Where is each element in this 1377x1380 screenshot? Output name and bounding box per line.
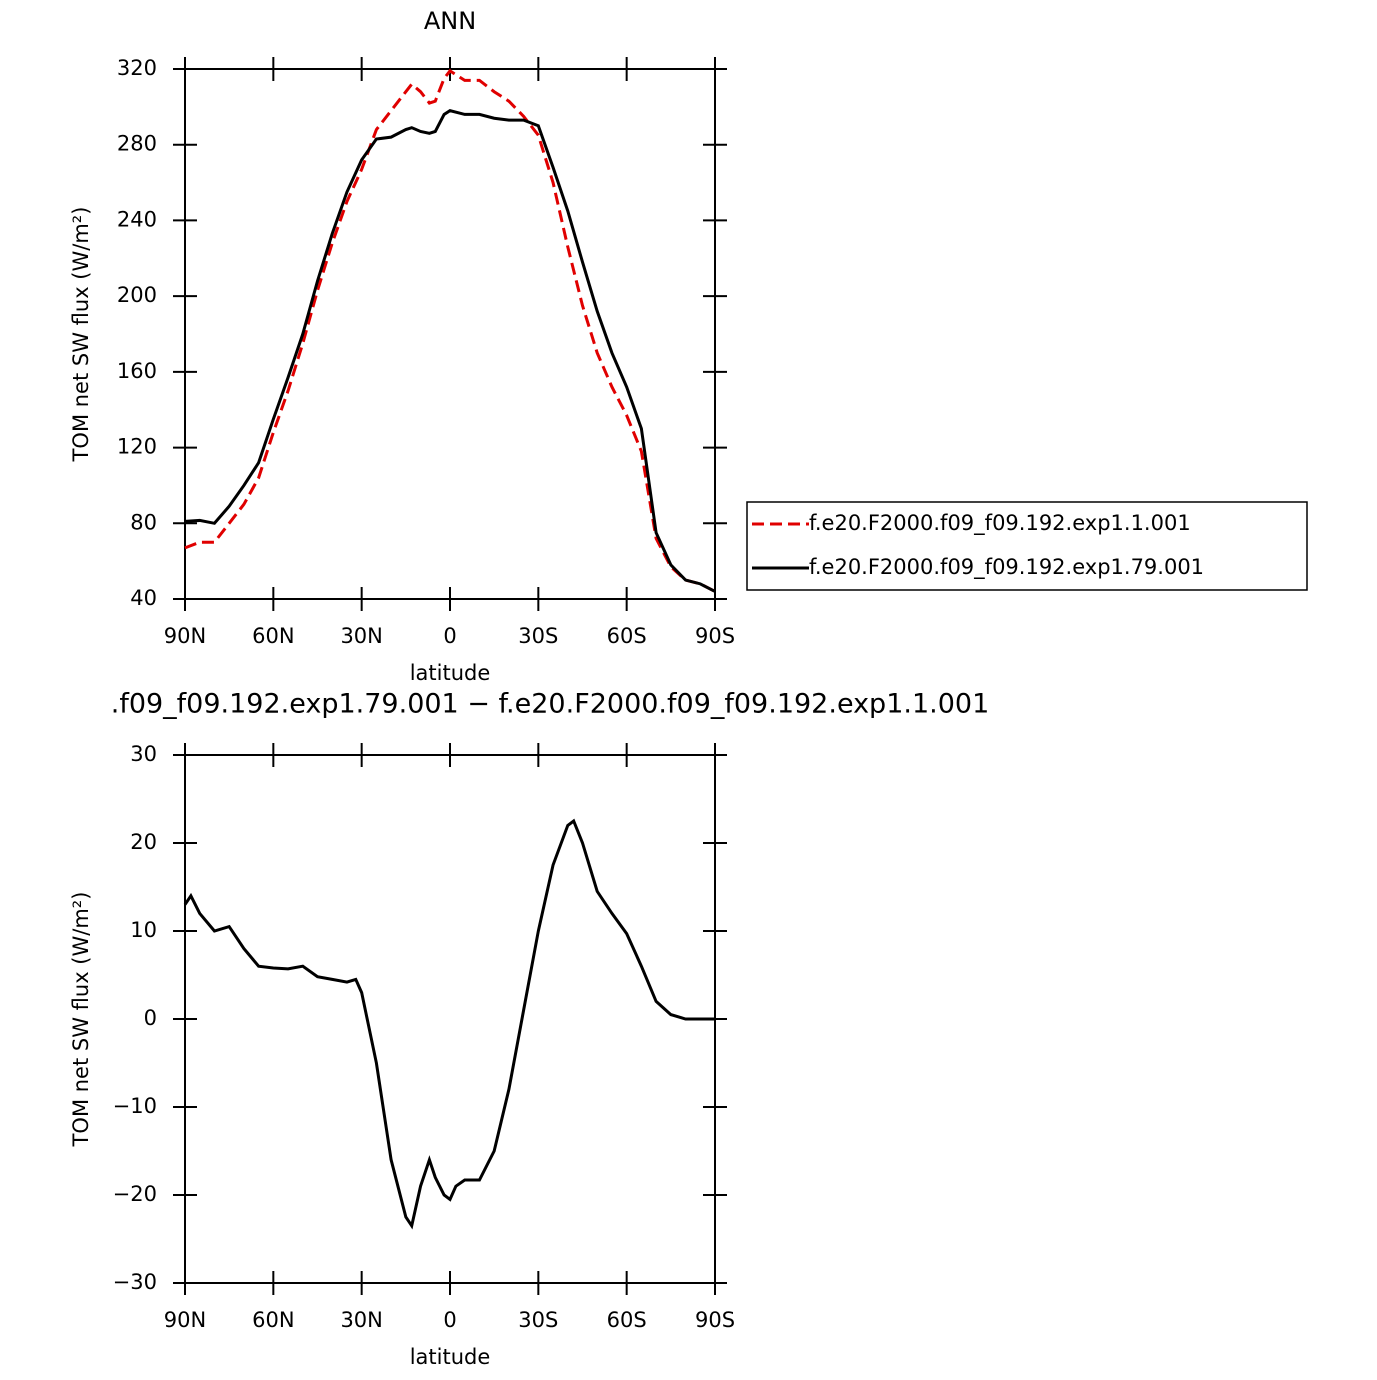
y-tick-label: 280 bbox=[117, 132, 157, 156]
x-tick-label: 30S bbox=[518, 1308, 558, 1332]
x-tick-label: 30N bbox=[340, 1308, 382, 1332]
y-tick-label: 30 bbox=[130, 742, 157, 766]
y-tick-label: 0 bbox=[144, 1006, 157, 1030]
y-tick-label: −20 bbox=[113, 1182, 157, 1206]
y-tick-label: 320 bbox=[117, 56, 157, 80]
x-tick-label: 90S bbox=[695, 1308, 735, 1332]
x-tick-label: 60N bbox=[252, 624, 294, 648]
y-tick-label: 200 bbox=[117, 283, 157, 307]
y-tick-label: 80 bbox=[130, 510, 157, 534]
chart-title: .f09_f09.192.exp1.79.001 − f.e20.F2000.f… bbox=[111, 689, 990, 720]
chart-title: ANN bbox=[424, 7, 476, 35]
y-axis-label: TOM net SW flux (W/m²) bbox=[69, 892, 93, 1148]
y-tick-label: −10 bbox=[113, 1094, 157, 1118]
y-tick-label: 160 bbox=[117, 359, 157, 383]
legend-label: f.e20.F2000.f09_f09.192.exp1.1.001 bbox=[809, 511, 1191, 536]
x-tick-label: 60S bbox=[607, 1308, 647, 1332]
x-tick-label: 60S bbox=[607, 624, 647, 648]
series-line bbox=[184, 68, 716, 593]
plot-frame bbox=[184, 754, 716, 1284]
legend-box bbox=[746, 501, 1308, 591]
x-axis-label: latitude bbox=[410, 661, 491, 685]
x-tick-label: 90S bbox=[695, 624, 735, 648]
legend-label: f.e20.F2000.f09_f09.192.exp1.79.001 bbox=[809, 555, 1204, 580]
y-tick-label: 240 bbox=[117, 207, 157, 231]
plot-frame bbox=[184, 68, 716, 600]
y-axis-label: TOM net SW flux (W/m²) bbox=[69, 207, 93, 463]
y-tick-label: −30 bbox=[113, 1270, 157, 1294]
y-tick-label: 10 bbox=[130, 918, 157, 942]
x-tick-label: 30S bbox=[518, 624, 558, 648]
y-tick-label: 120 bbox=[117, 435, 157, 459]
x-tick-label: 30N bbox=[340, 624, 382, 648]
x-tick-label: 90N bbox=[164, 624, 206, 648]
x-axis-label: latitude bbox=[410, 1345, 491, 1369]
y-tick-label: 20 bbox=[130, 830, 157, 854]
y-tick-label: 40 bbox=[130, 586, 157, 610]
x-tick-label: 60N bbox=[252, 1308, 294, 1332]
x-tick-label: 90N bbox=[164, 1308, 206, 1332]
series-line bbox=[183, 818, 715, 1230]
x-tick-label: 0 bbox=[443, 624, 456, 648]
series-line bbox=[184, 109, 716, 593]
x-tick-label: 0 bbox=[443, 1308, 456, 1332]
